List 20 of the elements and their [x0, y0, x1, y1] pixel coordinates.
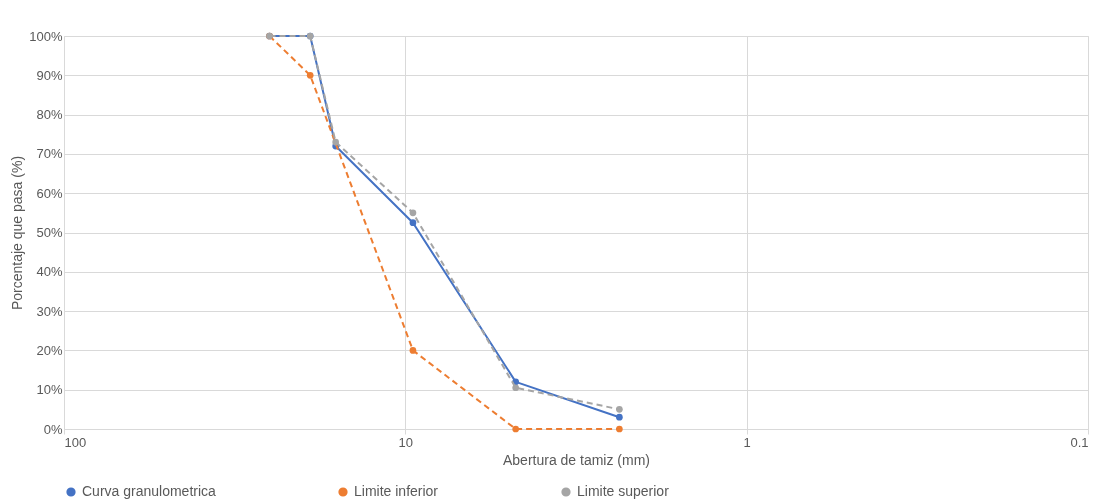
- legend-label: Limite superior: [577, 483, 670, 499]
- y-tick-label: 30%: [36, 303, 63, 319]
- y-tick-label: 90%: [36, 67, 63, 83]
- y-tick-label: 0%: [43, 421, 63, 437]
- x-tick-label: 0.1: [1070, 434, 1089, 450]
- y-tick-label: 40%: [36, 264, 63, 280]
- x-tick-label: 10: [398, 434, 414, 450]
- y-tick-label: 20%: [36, 342, 63, 358]
- y-tick-label: 10%: [36, 382, 63, 398]
- y-tick-label: 80%: [36, 107, 63, 123]
- y-tick-label: 100%: [29, 28, 63, 44]
- y-tick-label: 50%: [36, 225, 63, 240]
- legend-label: Curva granulometrica: [82, 483, 217, 499]
- x-tick-label: 1: [743, 434, 751, 450]
- y-axis-title: Porcentaje que pasa (%): [9, 155, 26, 311]
- x-axis-title: Abertura de tamiz (mm): [502, 451, 651, 468]
- y-tick-label: 70%: [36, 146, 63, 162]
- x-tick-label: 100: [64, 434, 87, 450]
- legend-label: Limite inferior: [354, 483, 439, 499]
- y-tick-label: 60%: [36, 185, 63, 201]
